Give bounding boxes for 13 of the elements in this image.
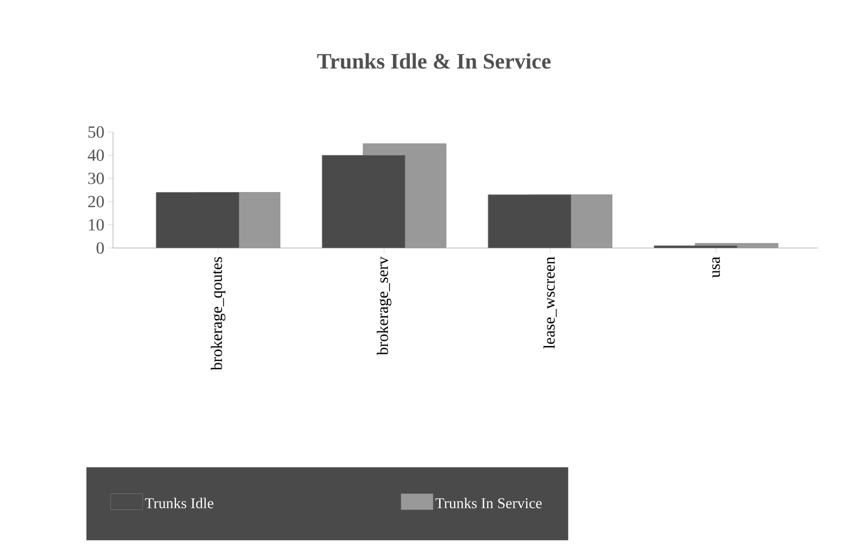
y-tick-label: 0 bbox=[96, 242, 104, 254]
y-tick-label: 10 bbox=[88, 219, 104, 231]
x-tick-label: brokerage_qoutes bbox=[210, 257, 226, 370]
x-tick-label: usa bbox=[712, 256, 720, 278]
legend-label: Trunks Idle bbox=[145, 498, 214, 508]
x-tick-label: brokerage_serv bbox=[376, 256, 392, 356]
x-tick-label: lease_wscreen bbox=[544, 256, 557, 349]
y-tick-label: 30 bbox=[88, 172, 104, 184]
y-tick-label: 20 bbox=[88, 196, 104, 208]
legend-label: Trunks In Service bbox=[436, 498, 542, 508]
chart-title: Trunks Idle & In Service bbox=[317, 53, 551, 69]
y-tick-label: 50 bbox=[88, 126, 104, 138]
y-tick-label: 40 bbox=[88, 149, 104, 161]
